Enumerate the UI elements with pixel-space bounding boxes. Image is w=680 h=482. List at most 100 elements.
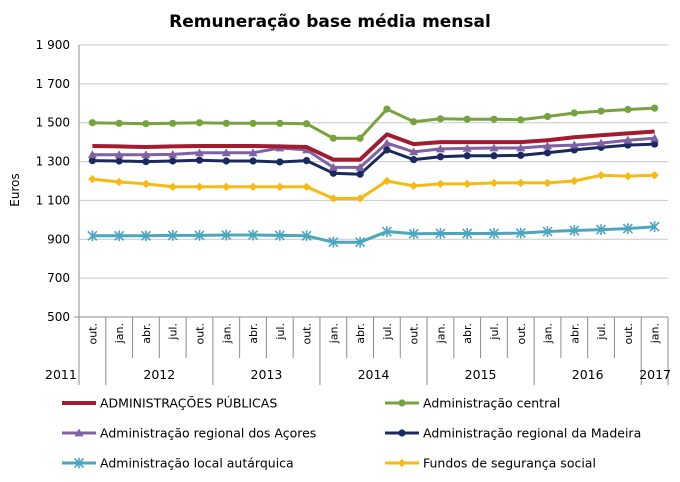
series-line <box>92 142 655 176</box>
x-tick-labels: out. jan. abr. jul. out. jan. abr. jul. out. jan.… <box>86 323 661 345</box>
data-point <box>301 230 312 242</box>
data-point <box>73 457 85 469</box>
data-point <box>410 156 418 164</box>
data-point <box>194 148 204 157</box>
data-point <box>436 153 445 161</box>
data-point <box>398 399 406 407</box>
x-tick-label: abr. <box>461 323 474 344</box>
data-point <box>221 148 231 157</box>
x-tick-label: jul. <box>381 323 394 341</box>
data-point <box>114 177 124 187</box>
data-point <box>651 104 659 112</box>
data-point <box>490 152 498 160</box>
data-point <box>623 135 633 144</box>
series-2 <box>87 133 660 171</box>
data-point <box>381 226 392 237</box>
data-point <box>329 134 337 142</box>
data-point <box>409 181 418 191</box>
data-point <box>248 148 258 157</box>
x-tick-label: jul. <box>167 323 180 341</box>
data-point <box>328 162 338 171</box>
legend-item: Fundos de segurança social <box>385 456 596 471</box>
data-point <box>436 115 445 123</box>
x-tick-label: out. <box>86 323 99 345</box>
data-point <box>88 119 96 127</box>
data-point <box>195 182 204 192</box>
legend-item: Administração central <box>385 396 560 411</box>
data-point <box>221 229 232 241</box>
legend-item: Administração regional dos Açores <box>62 426 316 441</box>
data-point <box>355 194 365 203</box>
year-label: 2013 <box>251 367 283 382</box>
data-point <box>489 143 499 152</box>
data-point <box>302 182 311 192</box>
x-tick-label: abr. <box>247 323 260 344</box>
x-tick-label: abr. <box>140 323 153 344</box>
data-point <box>649 221 660 233</box>
x-tick-label: jul. <box>488 323 501 341</box>
x-tick-label: jan. <box>542 323 555 344</box>
data-point <box>569 225 580 236</box>
data-point <box>543 141 553 150</box>
year-labels: 2011 2012 2013 2014 2015 2016 2017 <box>45 367 671 382</box>
data-point <box>596 170 606 180</box>
data-point <box>650 133 660 142</box>
data-point <box>410 118 418 126</box>
data-point <box>543 112 552 121</box>
series-3 <box>88 140 659 178</box>
data-point <box>74 428 84 437</box>
data-point <box>195 156 204 164</box>
y-tick-label: 1 700 <box>36 77 70 91</box>
data-point <box>302 157 311 165</box>
data-point <box>356 170 364 178</box>
data-point <box>382 138 392 147</box>
data-point <box>274 230 285 241</box>
data-point <box>435 144 445 153</box>
data-point <box>463 152 471 160</box>
data-point <box>222 157 230 165</box>
data-point <box>355 236 366 248</box>
x-tick-label: jul. <box>595 323 608 341</box>
data-point <box>87 150 97 159</box>
y-tick-label: 500 <box>47 310 70 324</box>
data-point <box>168 182 177 192</box>
data-point <box>247 229 259 241</box>
data-point <box>195 119 204 127</box>
x-tick-label: out. <box>301 323 314 345</box>
data-point <box>276 158 284 166</box>
data-point <box>597 107 605 115</box>
year-label: 2015 <box>465 367 497 382</box>
data-point <box>462 143 472 152</box>
data-point <box>222 119 230 127</box>
data-point <box>222 182 231 192</box>
series-0 <box>92 129 655 162</box>
data-point <box>382 176 392 186</box>
data-point <box>517 116 525 124</box>
data-point <box>248 182 258 192</box>
data-point <box>570 176 579 186</box>
data-point <box>141 179 151 189</box>
x-tick-label: jan. <box>220 323 233 344</box>
series-line <box>92 106 655 140</box>
series-4 <box>88 170 659 203</box>
data-point <box>463 179 472 189</box>
data-point <box>328 236 339 248</box>
data-point <box>167 230 178 241</box>
data-point <box>140 230 151 242</box>
data-point <box>169 157 177 165</box>
data-point <box>383 105 391 113</box>
data-point <box>462 228 473 239</box>
y-tick-label: 1 300 <box>36 155 70 169</box>
year-label: 2011 <box>45 367 77 382</box>
year-label: 2012 <box>143 367 175 382</box>
data-point <box>276 119 284 127</box>
data-point <box>329 169 337 177</box>
legend-label: Administração regional da Madeira <box>423 426 641 441</box>
data-point <box>569 140 579 149</box>
x-tick-label: jan. <box>113 323 126 344</box>
x-tick-label: out. <box>515 323 528 345</box>
legend: ADMINISTRAÇÕES PÚBLICAS Administração cen… <box>62 396 641 471</box>
data-point <box>169 119 177 127</box>
x-tick-label: jan. <box>434 323 447 344</box>
